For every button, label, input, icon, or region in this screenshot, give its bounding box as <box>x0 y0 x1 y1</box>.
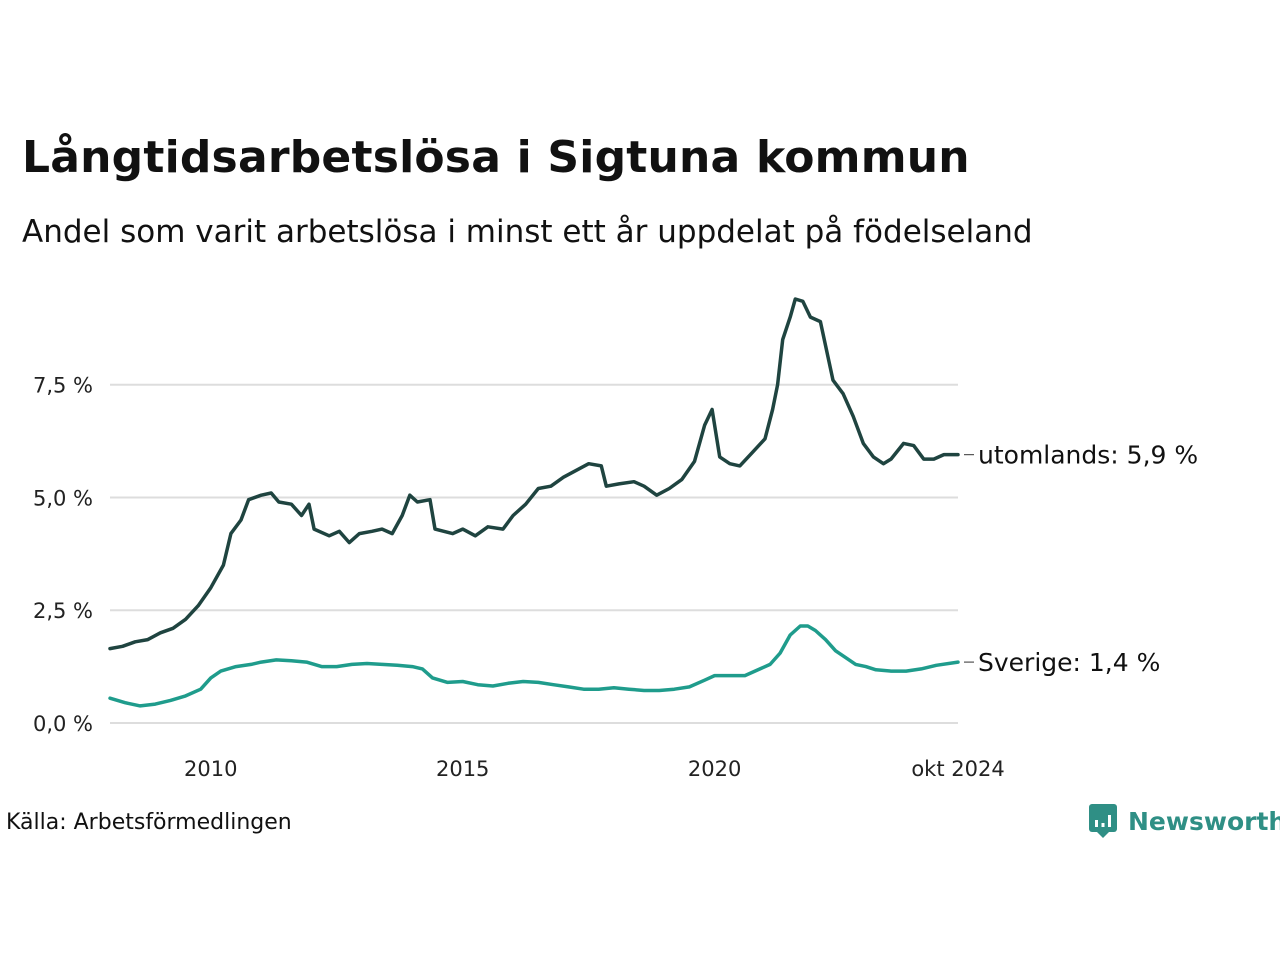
series-end-labels: utomlands: 5,9 % Sverige: 1,4 % <box>964 441 1198 677</box>
gridlines <box>110 383 958 724</box>
y-axis-ticks: 0,0 % 2,5 % 5,0 % 7,5 % <box>33 374 93 736</box>
chart-subtitle: Andel som varit arbetslösa i minst ett å… <box>22 214 1033 250</box>
y-tick-label: 7,5 % <box>33 374 93 398</box>
series-line-utomlands <box>108 297 960 651</box>
chart-title: Långtidsarbetslösa i Sigtuna kommun <box>22 132 970 183</box>
newsworthy-logo: Newsworthy <box>1088 803 1280 839</box>
x-tick-label: okt 2024 <box>911 757 1004 781</box>
source-note: Källa: Arbetsförmedlingen <box>6 810 292 835</box>
y-tick-label: 5,0 % <box>33 486 93 510</box>
y-tick-label: 2,5 % <box>33 599 93 623</box>
y-tick-label: 0,0 % <box>33 712 93 736</box>
series-lines <box>108 297 960 708</box>
x-tick-label: 2020 <box>688 757 741 781</box>
series-line-sverige <box>108 624 960 708</box>
x-tick-label: 2010 <box>184 757 237 781</box>
newsworthy-logo-icon <box>1089 804 1117 838</box>
end-label-sverige: Sverige: 1,4 % <box>978 648 1160 677</box>
x-axis-ticks: 2010 2015 2020 okt 2024 <box>184 757 1005 781</box>
x-tick-label: 2015 <box>436 757 489 781</box>
brand-name: Newsworthy <box>1128 806 1280 836</box>
end-label-utomlands: utomlands: 5,9 % <box>978 441 1198 470</box>
